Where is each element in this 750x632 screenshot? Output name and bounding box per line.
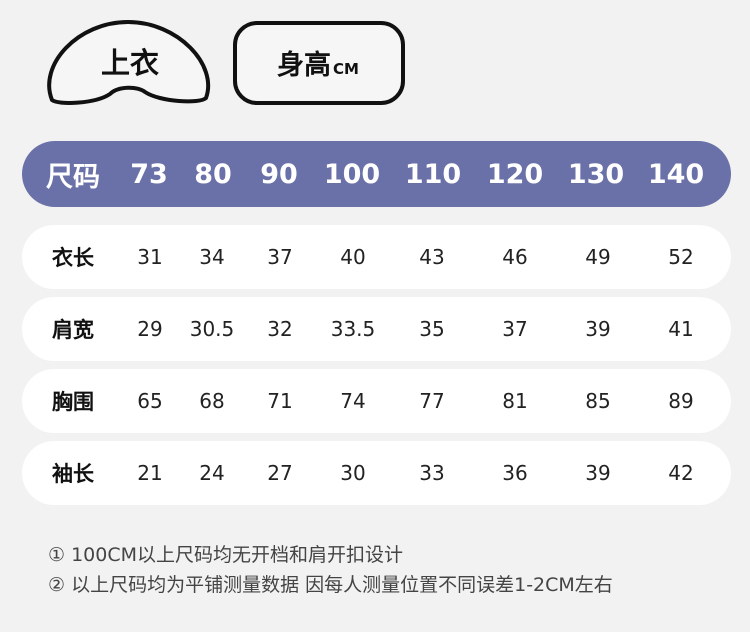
top-badge-outline	[47, 19, 210, 105]
table-cell: 71	[267, 389, 293, 413]
table-cell: 31	[137, 245, 163, 269]
table-cell: 34	[199, 245, 225, 269]
table-cell: 46	[502, 245, 528, 269]
table-cell: 65	[137, 389, 163, 413]
table-cell: 30	[340, 461, 366, 485]
table-cell: 39	[585, 317, 611, 341]
size-notes: ① 100CM以上尺码均无开档和肩开扣设计 ② 以上尺码均为平铺测量数据 因每人…	[48, 540, 738, 600]
size-140: 140	[647, 158, 705, 190]
row-shoulder: 肩宽 29 30.5 32 33.5 35 37 39 41	[22, 297, 731, 361]
table-cell: 35	[419, 317, 445, 341]
height-badge-label: 身高 CM	[238, 43, 398, 83]
table-cell: 29	[137, 317, 163, 341]
row-label: 肩宽	[52, 318, 94, 342]
table-cell: 74	[340, 389, 366, 413]
table-cell: 52	[668, 245, 694, 269]
category-badges: 上衣 身高 CM	[0, 0, 750, 130]
size-header-bar: 尺码 73 80 90 100 110 120 130 140	[22, 141, 731, 207]
size-100: 100	[323, 158, 381, 190]
table-cell: 49	[585, 245, 611, 269]
size-130: 130	[567, 158, 625, 190]
table-cell: 37	[267, 245, 293, 269]
table-cell: 27	[267, 461, 293, 485]
table-cell: 30.5	[189, 317, 235, 341]
table-cell: 40	[340, 245, 366, 269]
table-cell: 89	[668, 389, 694, 413]
table-cell: 24	[199, 461, 225, 485]
note-measurement-tolerance: ② 以上尺码均为平铺测量数据 因每人测量位置不同误差1-2CM左右	[48, 574, 613, 596]
size-73: 73	[130, 158, 168, 190]
table-cell: 81	[502, 389, 528, 413]
table-cell: 32	[267, 317, 293, 341]
height-badge-outline	[233, 21, 405, 105]
row-label: 胸围	[52, 390, 94, 414]
table-cell: 33.5	[330, 317, 376, 341]
table-cell: 37	[502, 317, 528, 341]
table-cell: 41	[668, 317, 694, 341]
table-cell: 33	[419, 461, 445, 485]
size-110: 110	[404, 158, 462, 190]
note-no-crotch-opening: ① 100CM以上尺码均无开档和肩开扣设计	[48, 544, 403, 566]
row-label: 袖长	[52, 462, 94, 486]
size-header-label: 尺码	[46, 161, 100, 193]
table-cell: 36	[502, 461, 528, 485]
badge-outlines	[47, 19, 405, 105]
table-cell: 68	[199, 389, 225, 413]
size-80: 80	[194, 158, 232, 190]
size-120: 120	[486, 158, 544, 190]
size-90: 90	[260, 158, 298, 190]
row-sleeve: 袖长 21 24 27 30 33 36 39 42	[22, 441, 731, 505]
table-cell: 21	[137, 461, 163, 485]
height-badge-text: 身高	[277, 50, 332, 81]
table-cell: 39	[585, 461, 611, 485]
table-cell: 43	[419, 245, 445, 269]
row-length: 衣长 31 34 37 40 43 46 49 52	[22, 225, 731, 289]
table-cell: 77	[419, 389, 445, 413]
row-label: 衣长	[52, 246, 94, 270]
table-cell: 42	[668, 461, 694, 485]
table-cell: 85	[585, 389, 611, 413]
top-badge-label: 上衣	[100, 46, 159, 80]
height-badge-unit: CM	[333, 60, 359, 78]
row-chest: 胸围 65 68 71 74 77 81 85 89	[22, 369, 731, 433]
